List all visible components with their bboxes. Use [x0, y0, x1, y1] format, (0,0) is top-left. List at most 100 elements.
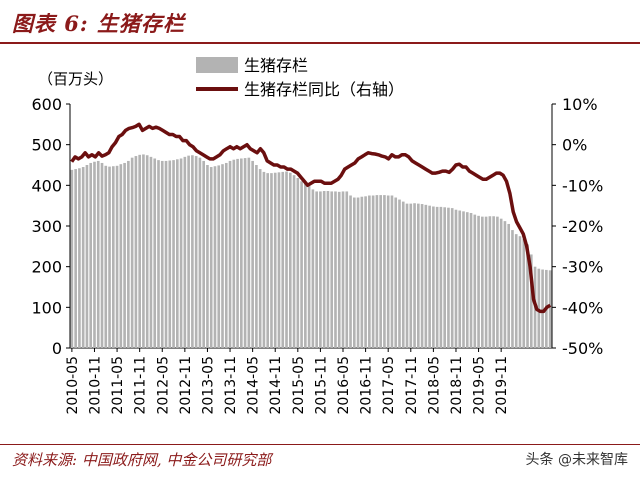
- bar: [145, 155, 149, 348]
- y-right-tick-label: -20%: [562, 217, 603, 236]
- bar: [503, 221, 507, 348]
- bar: [202, 160, 205, 348]
- livestock-chart: （百万头） 生猪存栏 生猪存栏同比（右轴） 0 100 200 300 400 500 60…: [31, 56, 603, 415]
- x-tick-label: 2013-11: [223, 356, 239, 415]
- bar: [149, 156, 153, 348]
- y-left-tick-label: 200: [31, 258, 62, 277]
- bar: [368, 195, 371, 348]
- bar: [115, 165, 119, 348]
- bar: [285, 171, 288, 348]
- bar: [417, 203, 420, 348]
- bar: [375, 195, 379, 348]
- x-tick-label: 2016-11: [359, 356, 375, 415]
- bar: [232, 159, 236, 348]
- bar: [401, 201, 405, 348]
- bar: [142, 154, 145, 348]
- bar: [439, 206, 443, 348]
- bar: [270, 173, 273, 348]
- bar: [78, 168, 81, 348]
- bar: [228, 160, 232, 348]
- bar: [548, 270, 552, 348]
- bar: [300, 181, 303, 348]
- bar: [514, 234, 518, 348]
- bar: [499, 218, 503, 348]
- bar: [409, 203, 413, 348]
- bar-series: [70, 154, 552, 348]
- y-right-tick-label: 0%: [562, 136, 587, 155]
- bar: [371, 195, 375, 348]
- bar: [304, 183, 307, 348]
- bar: [213, 166, 217, 348]
- x-tick-label: 2011-11: [133, 356, 149, 415]
- bar: [89, 162, 93, 348]
- bar: [379, 195, 382, 348]
- bar: [413, 203, 416, 348]
- watermark-text: 头条 @未来智库: [525, 452, 628, 468]
- bar: [334, 191, 337, 348]
- bar: [307, 186, 311, 348]
- bar: [111, 166, 115, 348]
- bar: [450, 208, 454, 348]
- bar: [273, 172, 277, 348]
- bar: [360, 196, 364, 348]
- bar: [70, 169, 74, 348]
- y-right-tick-label: 10%: [562, 95, 598, 114]
- x-tick-label: 2014-05: [246, 356, 262, 415]
- y-right-tick-label: -30%: [562, 258, 603, 277]
- bar: [266, 173, 270, 348]
- legend-line-label: 生猪存栏同比（右轴）: [244, 80, 404, 99]
- bar: [511, 230, 514, 348]
- x-tick-label: 2010-11: [87, 356, 103, 415]
- bar: [157, 160, 160, 348]
- bar: [356, 197, 360, 348]
- x-tick-label: 2013-05: [200, 356, 216, 415]
- bar: [507, 223, 511, 348]
- bar: [172, 160, 175, 348]
- bar: [541, 269, 544, 348]
- bar: [255, 165, 258, 348]
- bar: [488, 216, 492, 348]
- bar: [251, 160, 254, 348]
- bar: [337, 191, 341, 348]
- bar: [481, 216, 484, 348]
- bar: [183, 156, 187, 348]
- bar: [405, 203, 409, 348]
- bar: [104, 165, 108, 348]
- bar: [262, 171, 266, 348]
- bar: [187, 155, 190, 348]
- bar: [477, 215, 480, 348]
- bar: [496, 216, 499, 348]
- bar: [74, 169, 77, 348]
- bar: [526, 244, 529, 348]
- bar: [164, 160, 168, 348]
- x-tick-label: 2011-05: [110, 356, 126, 415]
- y-left-tick-label: 100: [31, 298, 62, 317]
- y-left-tick-label: 0: [52, 339, 62, 358]
- bar: [447, 207, 450, 348]
- bar: [364, 196, 367, 348]
- line-series: [70, 122, 552, 314]
- bar: [341, 191, 345, 348]
- bar: [311, 189, 315, 348]
- bar: [236, 158, 239, 348]
- bar: [394, 197, 398, 348]
- tick-labels: 0 100 200 300 400 500 600 10% 0% -10% -20% -30% -40%…: [31, 95, 603, 415]
- bar: [194, 156, 198, 348]
- x-tick-label: 2012-11: [178, 356, 194, 415]
- bar: [352, 197, 356, 348]
- y-right-tick-label: -10%: [562, 176, 603, 195]
- bar: [424, 204, 428, 348]
- bar: [296, 178, 300, 348]
- bar: [281, 171, 285, 348]
- bar: [537, 268, 541, 348]
- x-tick-label: 2015-11: [313, 356, 329, 415]
- chart-figure-title: 图表 6: 生猪存栏: [12, 11, 185, 36]
- bar: [432, 206, 435, 348]
- watermark: 头条 @未来智库: [526, 449, 628, 469]
- bar: [383, 195, 386, 348]
- bar: [345, 191, 349, 348]
- bar: [240, 158, 243, 348]
- x-tick-label: 2016-05: [336, 356, 352, 415]
- bar: [247, 157, 251, 348]
- bar: [96, 160, 100, 348]
